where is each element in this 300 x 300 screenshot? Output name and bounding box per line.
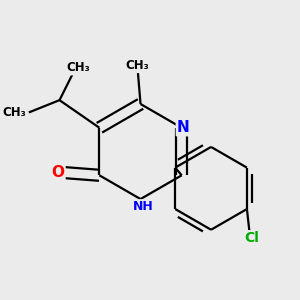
Text: Cl: Cl bbox=[244, 231, 259, 245]
Text: CH₃: CH₃ bbox=[2, 106, 26, 119]
Text: N: N bbox=[177, 120, 190, 135]
Text: O: O bbox=[52, 165, 64, 180]
Text: NH: NH bbox=[133, 200, 154, 213]
Text: CH₃: CH₃ bbox=[126, 59, 149, 72]
Text: CH₃: CH₃ bbox=[66, 61, 90, 74]
